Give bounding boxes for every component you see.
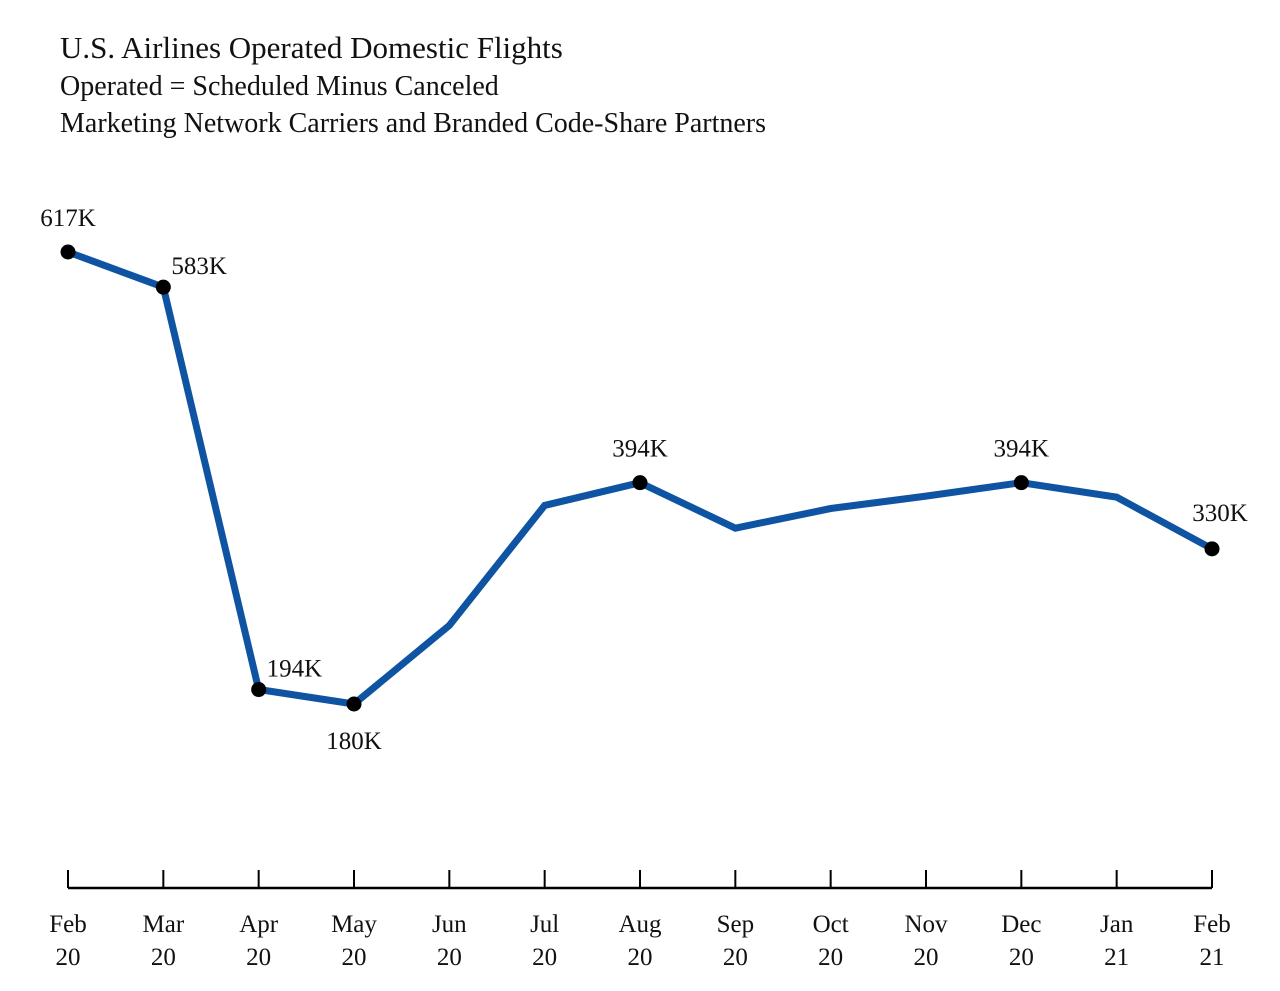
- data-label: 194K: [267, 656, 323, 683]
- data-point-marker: [1013, 475, 1029, 491]
- x-tick-label-month: Jul: [530, 911, 559, 938]
- x-tick-label-month: Sep: [717, 911, 755, 938]
- x-tick-label-month: Nov: [904, 911, 948, 938]
- chart-subtitle-2: Marketing Network Carriers and Branded C…: [60, 108, 767, 139]
- x-tick-label-year: 20: [914, 944, 939, 971]
- x-tick-label-year: 20: [1009, 944, 1034, 971]
- chart-titles: U.S. Airlines Operated Domestic Flights …: [60, 28, 766, 142]
- x-tick-label-year: 21: [1104, 944, 1129, 971]
- data-label: 583K: [171, 253, 227, 280]
- data-point-marker: [346, 696, 362, 712]
- chart-subtitle-1: Operated = Scheduled Minus Canceled: [60, 71, 499, 102]
- x-tick-label-month: Jun: [432, 911, 467, 938]
- chart-title: U.S. Airlines Operated Domestic Flights: [60, 30, 563, 65]
- x-tick-label-year: 20: [628, 944, 653, 971]
- x-tick-label-year: 20: [56, 944, 81, 971]
- data-point-marker: [1204, 541, 1220, 557]
- x-tick-label-year: 20: [818, 944, 843, 971]
- data-point-marker: [251, 682, 267, 698]
- data-label: 330K: [1192, 500, 1248, 527]
- x-tick-label-month: Feb: [49, 911, 87, 938]
- x-tick-label-month: Feb: [1193, 911, 1231, 938]
- data-point-marker: [155, 279, 171, 295]
- data-label: 617K: [40, 205, 96, 232]
- data-label: 394K: [994, 436, 1050, 463]
- x-tick-label-month: May: [331, 911, 377, 938]
- x-tick-label-month: Aug: [618, 911, 662, 938]
- x-tick-label-year: 21: [1200, 944, 1225, 971]
- x-tick-label-year: 20: [342, 944, 367, 971]
- x-tick-label-year: 20: [151, 944, 176, 971]
- x-tick-label-year: 20: [532, 944, 557, 971]
- x-tick-label-month: Mar: [143, 911, 185, 938]
- x-tick-label-year: 20: [723, 944, 748, 971]
- data-point-marker: [60, 244, 76, 260]
- x-tick-label-year: 20: [246, 944, 271, 971]
- x-tick-label-month: Dec: [1001, 911, 1041, 938]
- x-tick-label-month: Jan: [1100, 911, 1134, 938]
- x-tick-label-month: Apr: [239, 911, 279, 938]
- data-label: 180K: [326, 728, 382, 755]
- data-label: 394K: [612, 436, 668, 463]
- x-tick-label-month: Oct: [813, 911, 849, 938]
- x-tick-label-year: 20: [437, 944, 462, 971]
- data-point-marker: [632, 475, 648, 491]
